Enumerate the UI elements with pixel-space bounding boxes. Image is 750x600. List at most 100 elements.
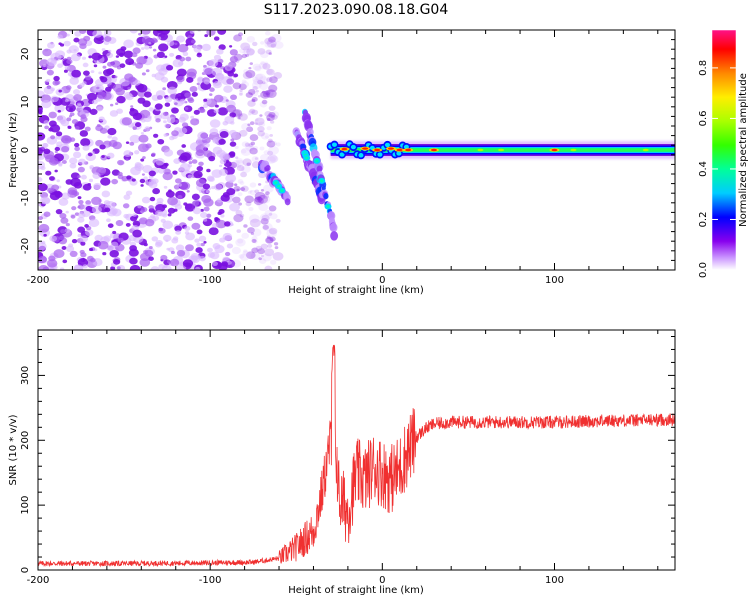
noise-blob <box>240 147 252 156</box>
noise-blob <box>174 225 182 232</box>
noise-blob <box>166 116 176 124</box>
noise-blob <box>176 249 186 257</box>
noise-blob <box>56 179 60 183</box>
noise-blob <box>137 204 142 209</box>
noise-blob <box>268 146 279 155</box>
noise-blob <box>73 181 83 189</box>
noise-blob <box>68 115 73 118</box>
noise-blob <box>255 118 259 122</box>
noise-blob <box>251 238 257 243</box>
noise-blob <box>260 188 265 192</box>
noise-blob <box>175 230 182 235</box>
noise-blob <box>172 170 178 175</box>
noise-blob <box>98 71 102 75</box>
noise-blob <box>85 205 93 212</box>
noise-blob <box>254 189 260 194</box>
noise-blob <box>267 150 274 156</box>
noise-blob <box>48 111 57 119</box>
noise-blob <box>134 122 142 128</box>
noise-blob <box>241 165 251 173</box>
noise-blob <box>173 158 181 165</box>
noise-blob <box>163 120 167 124</box>
noise-blob <box>242 250 249 256</box>
noise-blob <box>85 200 92 205</box>
noise-blob <box>177 44 189 53</box>
noise-blob <box>218 164 223 168</box>
noise-blob <box>177 168 182 172</box>
noise-blob <box>104 125 110 130</box>
noise-blob <box>240 149 247 154</box>
noise-blob <box>179 98 186 104</box>
noise-blob <box>141 196 151 204</box>
noise-blob <box>83 35 91 42</box>
spectrogram-ytick-label: 10 <box>20 96 31 109</box>
noise-blob <box>269 133 274 137</box>
noise-blob <box>125 58 135 66</box>
noise-blob <box>71 206 77 211</box>
noise-blob <box>225 99 229 102</box>
noise-blob <box>252 86 258 91</box>
spectrogram-ytick-label: 0 <box>20 147 31 153</box>
noise-blob <box>127 86 131 90</box>
figure-title: S117.2023.090.08.18.G04 <box>264 2 449 18</box>
snr-ytick-label: 300 <box>20 366 31 385</box>
noise-blob <box>50 135 56 140</box>
noise-blob <box>182 259 194 268</box>
noise-blob <box>251 156 260 163</box>
noise-blob <box>104 201 116 210</box>
noise-blob <box>125 222 131 227</box>
noise-blob <box>167 213 172 217</box>
noise-blob <box>215 73 224 80</box>
noise-blob <box>260 154 269 162</box>
noise-blob <box>185 244 194 252</box>
noise-blob <box>162 213 168 218</box>
noise-blob <box>267 243 273 248</box>
noise-blob <box>169 258 180 267</box>
noise-blob <box>200 208 204 212</box>
noise-blob <box>82 264 88 269</box>
noise-blob <box>61 246 67 250</box>
noise-blob <box>275 218 281 223</box>
noise-blob <box>264 61 268 65</box>
noise-blob <box>240 171 248 178</box>
noise-blob <box>246 48 255 56</box>
noise-blob <box>247 190 252 194</box>
noise-blob <box>156 36 162 40</box>
noise-blob <box>266 114 275 122</box>
noise-blob <box>266 126 272 131</box>
snr-ytick-label: 0 <box>20 567 31 573</box>
noise-blob <box>59 43 65 47</box>
noise-blob <box>57 34 64 40</box>
noise-blob <box>264 135 269 139</box>
noise-blob <box>163 133 168 137</box>
noise-blob <box>151 152 156 157</box>
noise-blob <box>235 159 245 167</box>
noise-blob <box>95 124 104 132</box>
noise-blob <box>238 113 248 121</box>
noise-blob <box>156 197 164 204</box>
noise-blob <box>91 196 102 206</box>
noise-blob <box>216 149 226 158</box>
noise-blob <box>209 93 213 96</box>
noise-blob <box>252 63 262 71</box>
noise-blob <box>42 48 52 57</box>
noise-blob <box>93 182 102 190</box>
noise-blob <box>152 48 157 52</box>
noise-blob <box>77 226 86 233</box>
noise-blob <box>58 235 65 241</box>
spectrogram-frame <box>37 29 676 271</box>
noise-blob <box>46 78 51 83</box>
noise-blob <box>256 203 261 207</box>
noise-blob <box>163 185 168 189</box>
noise-blob <box>67 125 72 129</box>
track-blob <box>284 198 291 206</box>
noise-blob <box>163 111 169 117</box>
noise-blob <box>243 224 248 228</box>
noise-blob <box>144 126 151 131</box>
noise-blob <box>106 218 111 223</box>
noise-blob <box>193 44 198 49</box>
noise-blob <box>267 154 278 164</box>
noise-blob <box>203 150 213 158</box>
noise-blob <box>257 126 265 133</box>
snr-series-line <box>38 344 675 568</box>
